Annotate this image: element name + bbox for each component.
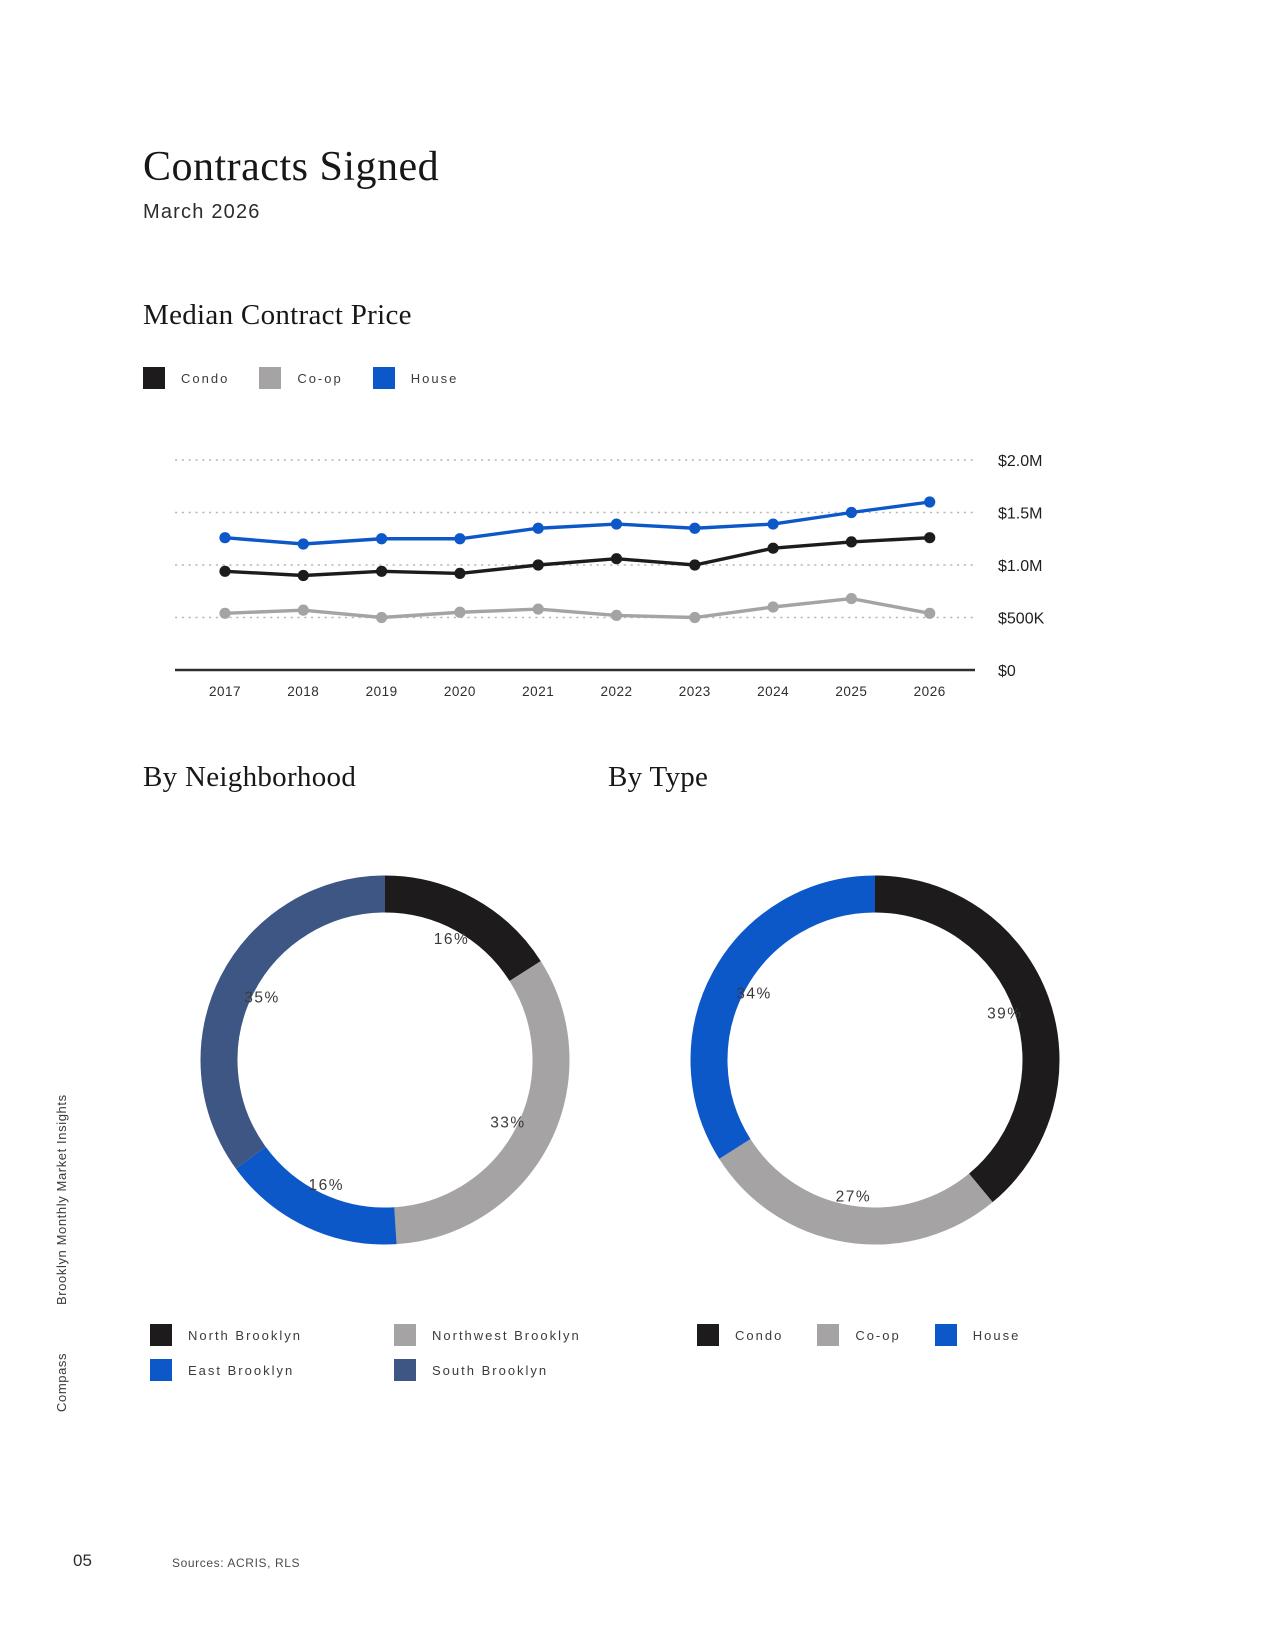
- svg-text:39%: 39%: [987, 1005, 1023, 1022]
- svg-text:2026: 2026: [914, 684, 946, 699]
- svg-text:35%: 35%: [244, 989, 280, 1006]
- legend-label-condo: Condo: [181, 370, 230, 386]
- svg-text:2017: 2017: [209, 684, 241, 699]
- legend-item-coop: Co-op: [259, 367, 342, 389]
- legend-item-south-brooklyn: South Brooklyn: [394, 1359, 638, 1381]
- svg-text:2023: 2023: [679, 684, 711, 699]
- legend-label-house: House: [410, 370, 459, 386]
- svg-text:$0: $0: [998, 663, 1016, 680]
- svg-text:33%: 33%: [490, 1115, 526, 1132]
- type-donut-chart: 39% 27% 34%: [690, 875, 1060, 1245]
- neighborhood-legend: North Brooklyn Northwest Brooklyn East B…: [150, 1324, 620, 1381]
- legend-item-type-coop: Co-op: [817, 1324, 900, 1346]
- legend-item-east-brooklyn: East Brooklyn: [150, 1359, 394, 1381]
- svg-text:$500K: $500K: [998, 611, 1045, 628]
- northwest-brooklyn-swatch: [394, 1324, 416, 1346]
- sidebar-brand-name: Compass: [54, 1352, 69, 1412]
- type-legend: Condo Co-op House: [697, 1324, 1020, 1346]
- svg-text:34%: 34%: [736, 986, 772, 1003]
- condo-swatch: [143, 367, 165, 389]
- south-brooklyn-swatch: [394, 1359, 416, 1381]
- median-price-section-title: Median Contract Price: [143, 299, 412, 331]
- legend-item-north-brooklyn: North Brooklyn: [150, 1324, 394, 1346]
- sidebar-report-name: Brooklyn Monthly Market Insights: [54, 1094, 69, 1305]
- by-type-title: By Type: [608, 761, 709, 793]
- legend-label-type-house: House: [972, 1327, 1021, 1343]
- svg-text:2024: 2024: [757, 684, 789, 699]
- legend-item-condo: Condo: [143, 367, 229, 389]
- type-house-swatch: [934, 1324, 957, 1346]
- legend-item-type-condo: Condo: [697, 1324, 783, 1346]
- svg-text:2022: 2022: [600, 684, 632, 699]
- svg-text:16%: 16%: [434, 931, 470, 948]
- page-number: 05: [73, 1551, 92, 1570]
- legend-label-northwest-brooklyn: Northwest Brooklyn: [432, 1327, 581, 1343]
- svg-text:2019: 2019: [366, 684, 398, 699]
- house-swatch: [372, 367, 395, 389]
- legend-label-type-coop: Co-op: [855, 1327, 901, 1343]
- svg-text:16%: 16%: [308, 1177, 344, 1194]
- page-subtitle: March 2026: [143, 201, 261, 223]
- legend-label-north-brooklyn: North Brooklyn: [188, 1327, 302, 1343]
- east-brooklyn-swatch: [150, 1359, 172, 1381]
- north-brooklyn-swatch: [150, 1324, 172, 1346]
- neighborhood-donut-chart: 16% 33% 16% 35%: [200, 875, 570, 1245]
- type-condo-swatch: [697, 1324, 719, 1346]
- legend-label-south-brooklyn: South Brooklyn: [432, 1362, 549, 1378]
- legend-item-northwest-brooklyn: Northwest Brooklyn: [394, 1324, 638, 1346]
- line-chart-legend: Condo Co-op House: [143, 367, 458, 389]
- svg-text:$1.5M: $1.5M: [998, 506, 1042, 523]
- svg-text:2025: 2025: [835, 684, 867, 699]
- svg-text:$1.0M: $1.0M: [998, 558, 1042, 575]
- svg-text:$2.0M: $2.0M: [998, 453, 1042, 470]
- svg-text:2021: 2021: [522, 684, 554, 699]
- sources-note: Sources: ACRIS, RLS: [172, 1556, 301, 1570]
- svg-text:27%: 27%: [836, 1188, 872, 1205]
- svg-text:2018: 2018: [287, 684, 319, 699]
- page-title: Contracts Signed: [143, 144, 440, 190]
- by-neighborhood-title: By Neighborhood: [143, 761, 357, 793]
- legend-item-type-house: House: [934, 1324, 1021, 1346]
- coop-swatch: [259, 367, 282, 389]
- legend-item-house: House: [372, 367, 459, 389]
- legend-label-coop: Co-op: [297, 370, 343, 386]
- legend-label-type-condo: Condo: [735, 1327, 784, 1343]
- legend-label-east-brooklyn: East Brooklyn: [188, 1362, 295, 1378]
- median-price-line-chart: $2.0M $1.5M $1.0M $500K $0 2017 2018 2019 2020 20…: [175, 453, 1045, 699]
- type-coop-swatch: [817, 1324, 840, 1346]
- svg-text:2020: 2020: [444, 684, 476, 699]
